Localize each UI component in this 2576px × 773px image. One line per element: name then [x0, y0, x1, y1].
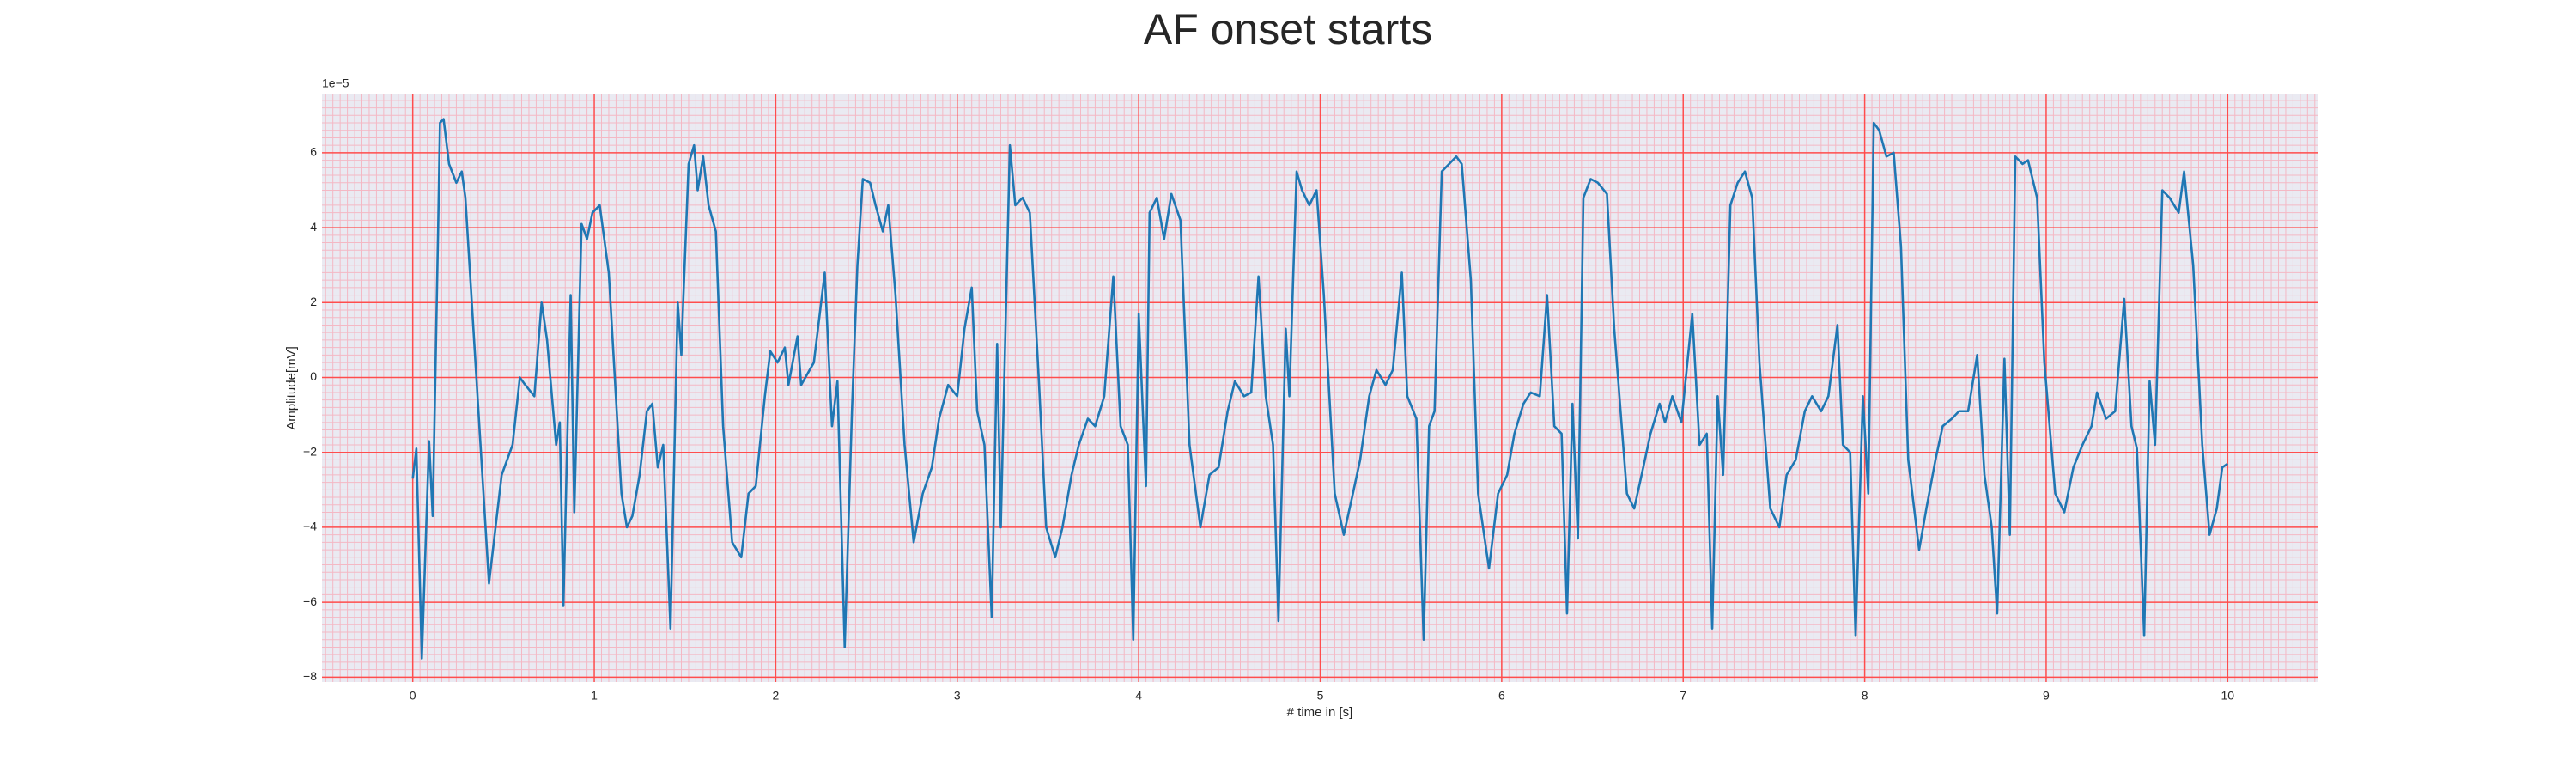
x-tick-label: 9: [2043, 689, 2050, 703]
chart-title: AF onset starts: [1144, 5, 1432, 53]
y-axis-label: Amplitude[mV]: [284, 346, 299, 430]
y-tick-label: 0: [310, 369, 317, 383]
x-tick-label: 0: [410, 689, 416, 703]
x-tick-label: 3: [954, 689, 961, 703]
y-tick-label: 2: [310, 295, 317, 308]
x-axis-label: # time in [s]: [1287, 705, 1353, 720]
y-tick-label: −4: [303, 520, 317, 533]
y-tick-label: −2: [303, 444, 317, 458]
x-tick-label: 6: [1498, 689, 1505, 703]
x-tick-label: 1: [591, 689, 598, 703]
x-tick-label: 5: [1317, 689, 1324, 703]
data-line: [411, 118, 2229, 660]
x-tick-label: 7: [1680, 689, 1686, 703]
x-tick-label: 2: [773, 689, 780, 703]
y-tick-label: 4: [310, 220, 317, 234]
y-tick-label: −6: [303, 594, 317, 608]
x-tick-label: 4: [1135, 689, 1142, 703]
y-tick-label: 6: [310, 145, 317, 159]
y-offset-label: 1e−5: [322, 76, 349, 90]
x-tick-label: 10: [2221, 689, 2235, 703]
x-tick-label: 8: [1862, 689, 1868, 703]
y-tick-label: −8: [303, 669, 317, 683]
